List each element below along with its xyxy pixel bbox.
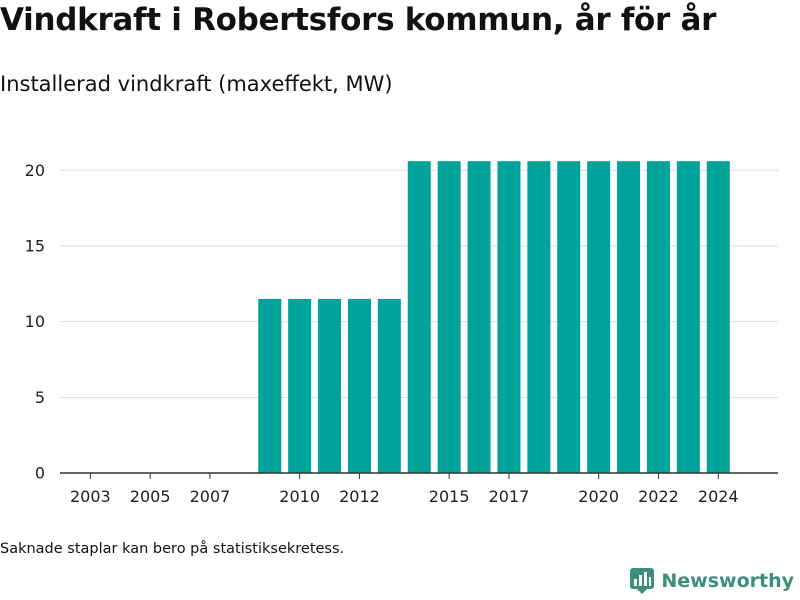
x-tick-label: 2010 <box>279 487 320 506</box>
y-tick-label: 0 <box>35 464 45 483</box>
x-tick-label: 2015 <box>429 487 470 506</box>
bar-2010 <box>288 298 312 473</box>
x-tick-label: 2007 <box>190 487 231 506</box>
bar-2014 <box>407 161 431 473</box>
y-tick-label: 20 <box>25 161 45 180</box>
bar-2023 <box>676 161 700 473</box>
bar-2021 <box>617 161 641 473</box>
bar-2009 <box>258 298 282 473</box>
newsworthy-logo-icon <box>630 568 655 594</box>
bar-2024 <box>706 161 730 473</box>
bar-2013 <box>377 298 401 473</box>
bar-2018 <box>527 161 551 473</box>
y-tick-label: 15 <box>25 236 45 255</box>
bar-2011 <box>318 298 342 473</box>
bar-2015 <box>437 161 461 473</box>
axes: 0 5 10 15 20 2003 2005 2007 2010 2012 2015 2017 2020… <box>25 161 778 506</box>
x-tick-label: 2024 <box>698 487 739 506</box>
y-tick-label: 5 <box>35 388 45 407</box>
bar-2017 <box>497 161 521 473</box>
bar-2022 <box>646 161 670 473</box>
chart-title: Vindkraft i Robertsfors kommun, år för å… <box>0 2 717 38</box>
brand-name: Newsworthy <box>661 570 794 592</box>
footnote: Saknade staplar kan bero på statistiksek… <box>0 541 345 557</box>
bars <box>258 161 730 473</box>
bar-2012 <box>347 298 371 473</box>
bar-2020 <box>587 161 611 473</box>
x-tick-label: 2012 <box>339 487 380 506</box>
x-tick-label: 2022 <box>638 487 679 506</box>
x-tick-label: 2005 <box>130 487 171 506</box>
y-tick-label: 10 <box>25 312 45 331</box>
x-tick-label: 2003 <box>70 487 111 506</box>
bar-chart: 0 5 10 15 20 2003 2005 2007 2010 2012 2015 2017 2020… <box>25 161 778 506</box>
x-tick-label: 2017 <box>489 487 530 506</box>
bar-2016 <box>467 161 491 473</box>
bar-2019 <box>557 161 581 473</box>
chart-subtitle: Installerad vindkraft (maxeffekt, MW) <box>0 72 393 96</box>
x-tick-label: 2020 <box>578 487 619 506</box>
brand-logo[interactable]: Newsworthy <box>629 567 794 595</box>
